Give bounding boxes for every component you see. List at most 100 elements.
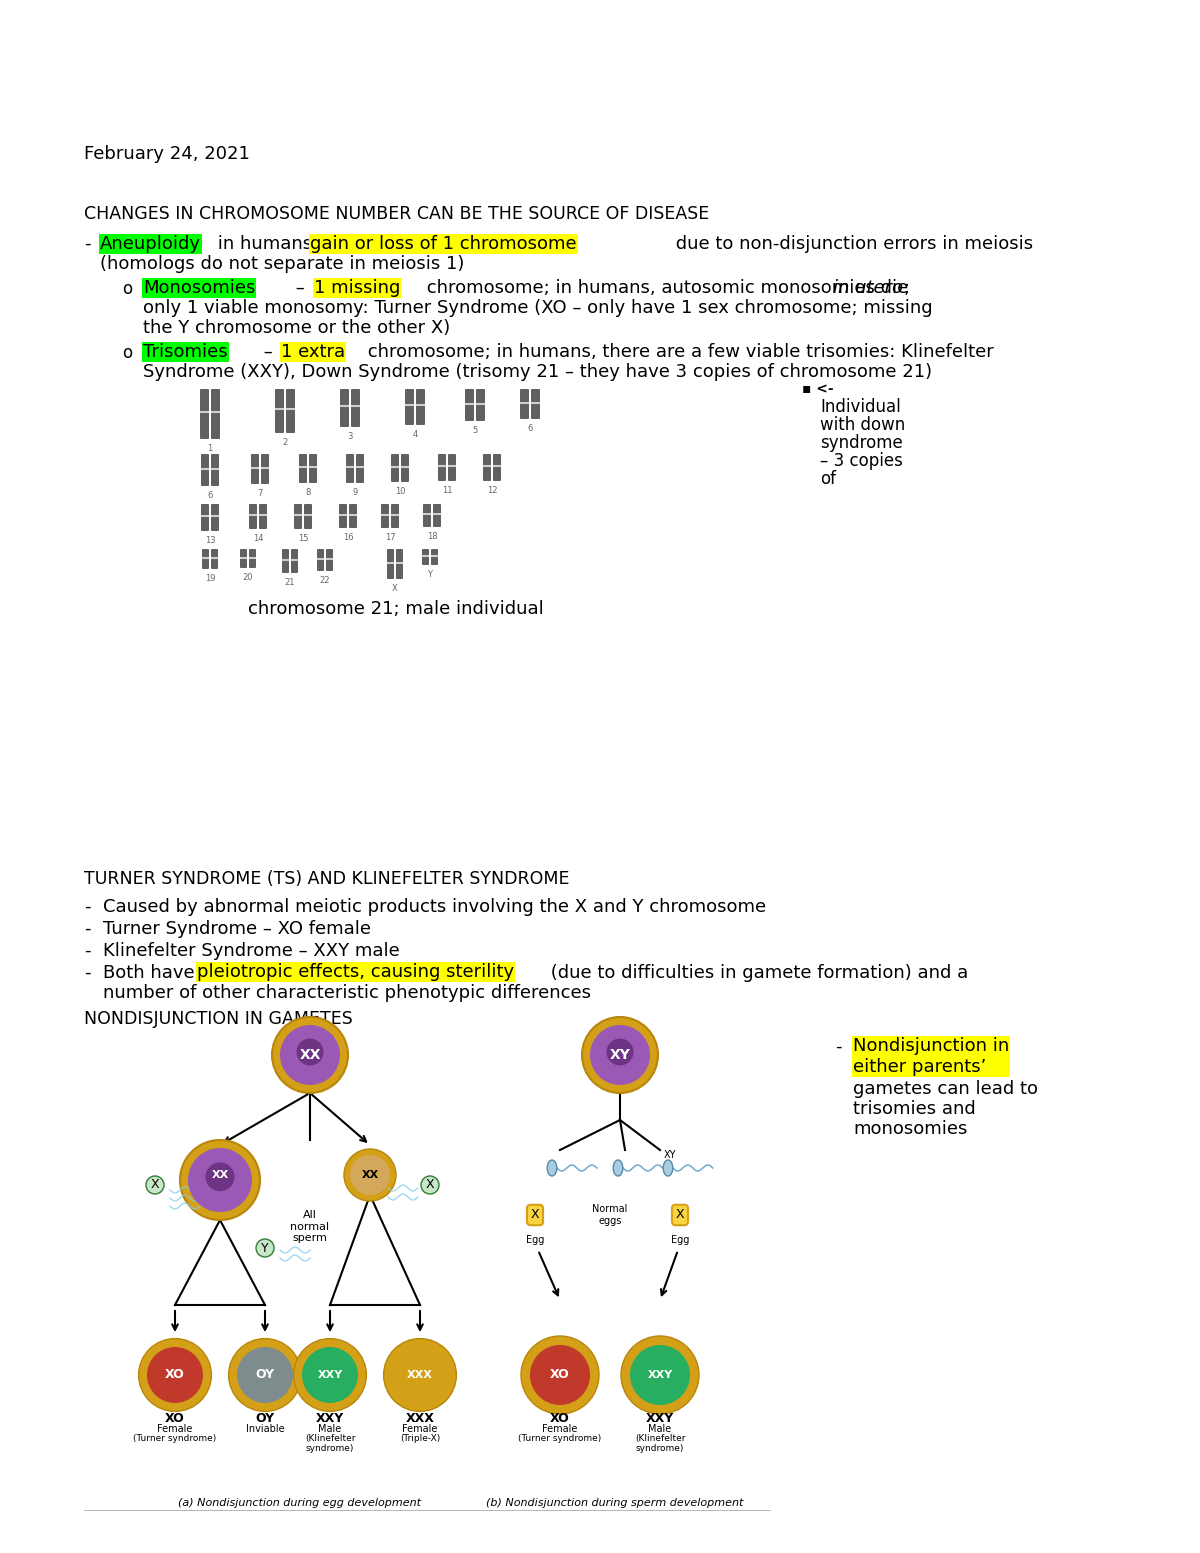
Text: number of other characteristic phenotypic differences: number of other characteristic phenotypi…: [103, 985, 592, 1002]
Text: pleiotropic effects, causing sterility: pleiotropic effects, causing sterility: [197, 963, 514, 981]
Text: 10: 10: [395, 488, 406, 495]
Text: 19: 19: [205, 575, 215, 582]
Circle shape: [280, 1025, 340, 1086]
Text: -: -: [84, 919, 90, 938]
Text: (Turner syndrome): (Turner syndrome): [518, 1433, 601, 1443]
Circle shape: [188, 1148, 252, 1211]
FancyBboxPatch shape: [340, 388, 349, 427]
Text: Normal
eggs: Normal eggs: [593, 1204, 628, 1225]
FancyBboxPatch shape: [294, 505, 302, 530]
FancyBboxPatch shape: [240, 550, 247, 568]
Text: 14: 14: [253, 534, 263, 544]
FancyBboxPatch shape: [396, 550, 403, 579]
Text: -: -: [835, 1037, 841, 1056]
Text: All
normal
sperm: All normal sperm: [290, 1210, 330, 1244]
FancyBboxPatch shape: [250, 550, 256, 568]
Text: monosomies: monosomies: [853, 1120, 967, 1138]
FancyBboxPatch shape: [406, 388, 414, 426]
Text: Y: Y: [427, 570, 432, 579]
Text: February 24, 2021: February 24, 2021: [84, 144, 250, 163]
Text: –: –: [290, 280, 311, 297]
Text: 20: 20: [242, 573, 253, 582]
Text: gametes can lead to: gametes can lead to: [853, 1079, 1038, 1098]
Text: XXY: XXY: [646, 1412, 674, 1426]
Circle shape: [205, 1162, 234, 1191]
Text: – 3 copies: – 3 copies: [820, 452, 902, 471]
FancyBboxPatch shape: [259, 505, 266, 530]
Text: in humans –: in humans –: [212, 235, 332, 253]
Circle shape: [180, 1140, 260, 1221]
FancyBboxPatch shape: [416, 388, 425, 426]
Text: -: -: [84, 964, 90, 981]
FancyBboxPatch shape: [292, 550, 298, 573]
Text: chromosome; in humans, there are a few viable trisomies: Klinefelter: chromosome; in humans, there are a few v…: [362, 343, 994, 360]
FancyBboxPatch shape: [202, 550, 209, 568]
Text: XXX: XXX: [407, 1370, 433, 1381]
FancyBboxPatch shape: [520, 388, 529, 419]
Text: chromosome 21; male individual: chromosome 21; male individual: [248, 599, 544, 618]
FancyBboxPatch shape: [346, 453, 354, 483]
Circle shape: [630, 1345, 690, 1405]
Text: XO: XO: [550, 1368, 570, 1382]
Text: Caused by abnormal meiotic products involving the X and Y chromosome: Caused by abnormal meiotic products invo…: [103, 898, 766, 916]
Text: 22: 22: [319, 576, 330, 585]
Text: Female: Female: [402, 1424, 438, 1433]
Text: XXX: XXX: [406, 1412, 434, 1426]
Text: o: o: [122, 280, 132, 298]
Text: XX: XX: [299, 1048, 320, 1062]
Ellipse shape: [613, 1160, 623, 1176]
FancyBboxPatch shape: [349, 505, 358, 528]
Text: (Turner syndrome): (Turner syndrome): [133, 1433, 217, 1443]
Text: CHANGES IN CHROMOSOME NUMBER CAN BE THE SOURCE OF DISEASE: CHANGES IN CHROMOSOME NUMBER CAN BE THE …: [84, 205, 709, 224]
FancyBboxPatch shape: [326, 550, 334, 572]
Text: 18: 18: [427, 533, 437, 540]
FancyBboxPatch shape: [340, 505, 347, 528]
Text: XXY: XXY: [317, 1370, 343, 1381]
Text: OY: OY: [256, 1368, 275, 1382]
Circle shape: [392, 1346, 448, 1402]
Text: X: X: [676, 1208, 684, 1222]
Text: 1 missing: 1 missing: [314, 280, 401, 297]
FancyBboxPatch shape: [202, 505, 209, 531]
Circle shape: [139, 1339, 211, 1412]
FancyBboxPatch shape: [275, 388, 284, 433]
Circle shape: [350, 1155, 390, 1194]
Text: (due to difficulties in gamete formation) and a: (due to difficulties in gamete formation…: [545, 964, 968, 981]
Text: 5: 5: [473, 426, 478, 435]
Text: syndrome): syndrome): [636, 1444, 684, 1454]
Text: XO: XO: [166, 1368, 185, 1382]
FancyBboxPatch shape: [211, 505, 220, 531]
Text: (Klinefelter: (Klinefelter: [635, 1433, 685, 1443]
FancyBboxPatch shape: [401, 453, 409, 481]
FancyBboxPatch shape: [211, 453, 220, 486]
Text: 12: 12: [487, 486, 497, 495]
Text: Female: Female: [157, 1424, 193, 1433]
Text: 1 extra: 1 extra: [281, 343, 346, 360]
FancyBboxPatch shape: [286, 388, 295, 433]
Text: Female: Female: [542, 1424, 577, 1433]
Circle shape: [344, 1149, 396, 1200]
Text: Monosomies: Monosomies: [143, 280, 256, 297]
FancyBboxPatch shape: [482, 453, 491, 481]
FancyBboxPatch shape: [433, 505, 442, 526]
Text: XY: XY: [664, 1151, 677, 1160]
Text: with down: with down: [820, 416, 905, 433]
Text: trisomies and: trisomies and: [853, 1100, 976, 1118]
Text: OY: OY: [256, 1412, 275, 1426]
FancyBboxPatch shape: [200, 388, 209, 439]
Text: X: X: [530, 1208, 539, 1222]
Circle shape: [521, 1336, 599, 1413]
Text: only 1 viable monosomy: Turner Syndrome (XO – only have 1 sex chromosome; missin: only 1 viable monosomy: Turner Syndrome …: [143, 300, 932, 317]
Text: XX: XX: [211, 1169, 229, 1180]
FancyBboxPatch shape: [304, 505, 312, 530]
Text: (Klinefelter: (Klinefelter: [305, 1433, 355, 1443]
Text: XO: XO: [166, 1412, 185, 1426]
FancyBboxPatch shape: [211, 388, 220, 439]
Text: ▪ <-: ▪ <-: [802, 382, 834, 396]
Circle shape: [272, 1017, 348, 1093]
Text: 3: 3: [347, 432, 353, 441]
Text: chromosome; in humans, autosomic monosomies die: chromosome; in humans, autosomic monosom…: [421, 280, 914, 297]
FancyBboxPatch shape: [476, 388, 485, 421]
FancyBboxPatch shape: [262, 453, 269, 485]
Text: 21: 21: [284, 578, 295, 587]
